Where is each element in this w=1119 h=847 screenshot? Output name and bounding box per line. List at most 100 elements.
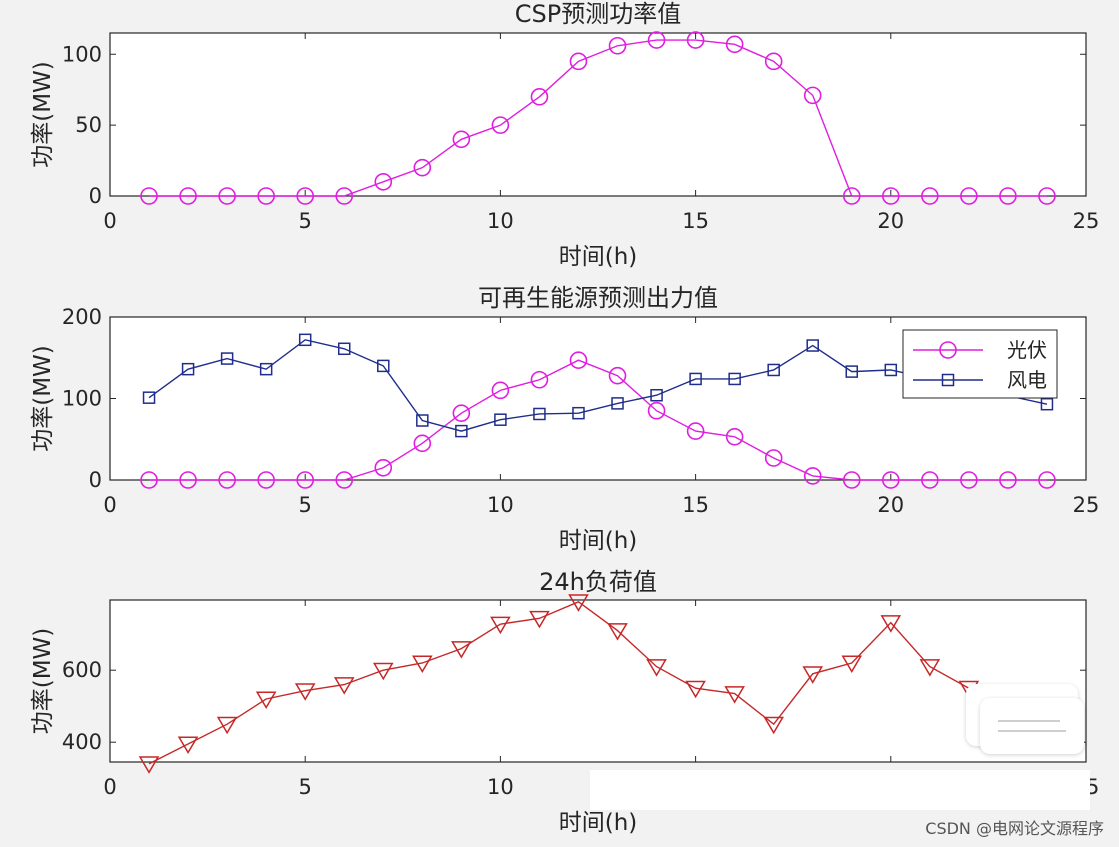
data-point [608,36,627,55]
data-point [764,52,783,71]
data-point [179,471,197,489]
series-line [149,359,1047,481]
series-line [148,339,1048,432]
legend-label: 风电 [1007,368,1047,392]
series-line-1 [140,31,1056,205]
data-point [806,339,819,352]
x-tick-label: 15 [682,493,709,517]
series-line [149,39,1047,197]
data-point [140,471,158,489]
data-point [919,659,941,677]
data-point [728,372,741,386]
y-tick-label: 0 [89,468,102,492]
series-风电 [142,333,1054,438]
data-point [257,471,275,489]
data-point [218,471,236,489]
data-point [413,434,432,453]
x-tick-label: 0 [103,209,116,233]
y-tick-label: 0 [89,184,102,208]
y-tick-label: 100 [62,387,102,411]
series-line-1 [138,594,1019,774]
data-point [725,428,744,446]
x-tick-label: 25 [1073,493,1100,517]
data-point [608,366,627,385]
y-tick-label: 600 [62,658,102,682]
data-point [960,471,978,489]
data-point [725,35,744,54]
data-point [568,594,589,612]
data-point [416,414,429,427]
x-tick-label: 0 [103,493,116,517]
y-axis-label: 功率(MW) [30,345,56,452]
data-point [802,666,824,684]
data-point [412,655,433,674]
y-axis-label: 功率(MW) [30,628,56,735]
x-tick-label: 10 [487,493,514,517]
data-point [921,471,939,489]
data-point [880,615,902,633]
data-point [298,333,312,347]
data-point [216,716,238,735]
x-tick-label: 5 [299,775,312,799]
data-point [999,471,1017,489]
legend-box [902,329,1058,399]
data-point [494,413,507,426]
data-point [881,471,900,489]
overlay-blank-area [590,770,1090,810]
legend-label: 光伏 [1007,338,1047,362]
data-point [763,716,784,735]
x-tick-label: 5 [299,209,312,233]
y-tick-label: 400 [62,730,102,754]
data-point [181,362,195,376]
data-point [257,187,275,205]
data-point [491,381,510,400]
axes-box [109,32,1087,197]
data-point [413,158,432,177]
data-point [490,616,511,635]
data-point [218,187,236,205]
data-point [884,363,898,377]
data-point [452,130,471,149]
data-point [569,351,588,369]
chart-panel-3: 05102540060024h负荷值时间(h)功率(MW) [30,568,1099,836]
data-point [881,187,900,205]
data-point [138,756,160,774]
data-point [767,363,780,377]
data-point [803,467,822,485]
series-光伏 [140,351,1056,489]
series-line [148,600,1009,765]
data-point [647,31,666,49]
data-point [530,87,549,106]
data-point [1040,397,1054,411]
data-point [921,187,939,205]
data-point [646,659,667,677]
data-point [845,365,859,378]
x-tick-label: 20 [877,209,904,233]
x-tick-label: 15 [682,209,709,233]
x-axis-label: 时间(h) [559,810,638,836]
data-point [179,187,197,205]
data-point [177,736,199,755]
data-point [685,680,706,699]
data-point [296,187,315,205]
data-point [452,404,471,422]
data-point [1038,471,1056,489]
x-tick-label: 25 [1073,209,1100,233]
data-point [686,422,705,440]
data-point [607,623,628,641]
data-point [842,471,861,489]
chart-title: 可再生能源预测出力值 [478,284,718,312]
y-tick-label: 50 [75,113,102,137]
data-point [724,686,745,704]
data-point [335,187,354,205]
data-point [220,352,234,365]
data-point [1038,187,1056,205]
axes-box [109,599,1087,763]
data-point [569,52,588,71]
overlay-card-line [998,730,1066,732]
x-tick-label: 20 [877,493,904,517]
data-point [764,449,783,467]
